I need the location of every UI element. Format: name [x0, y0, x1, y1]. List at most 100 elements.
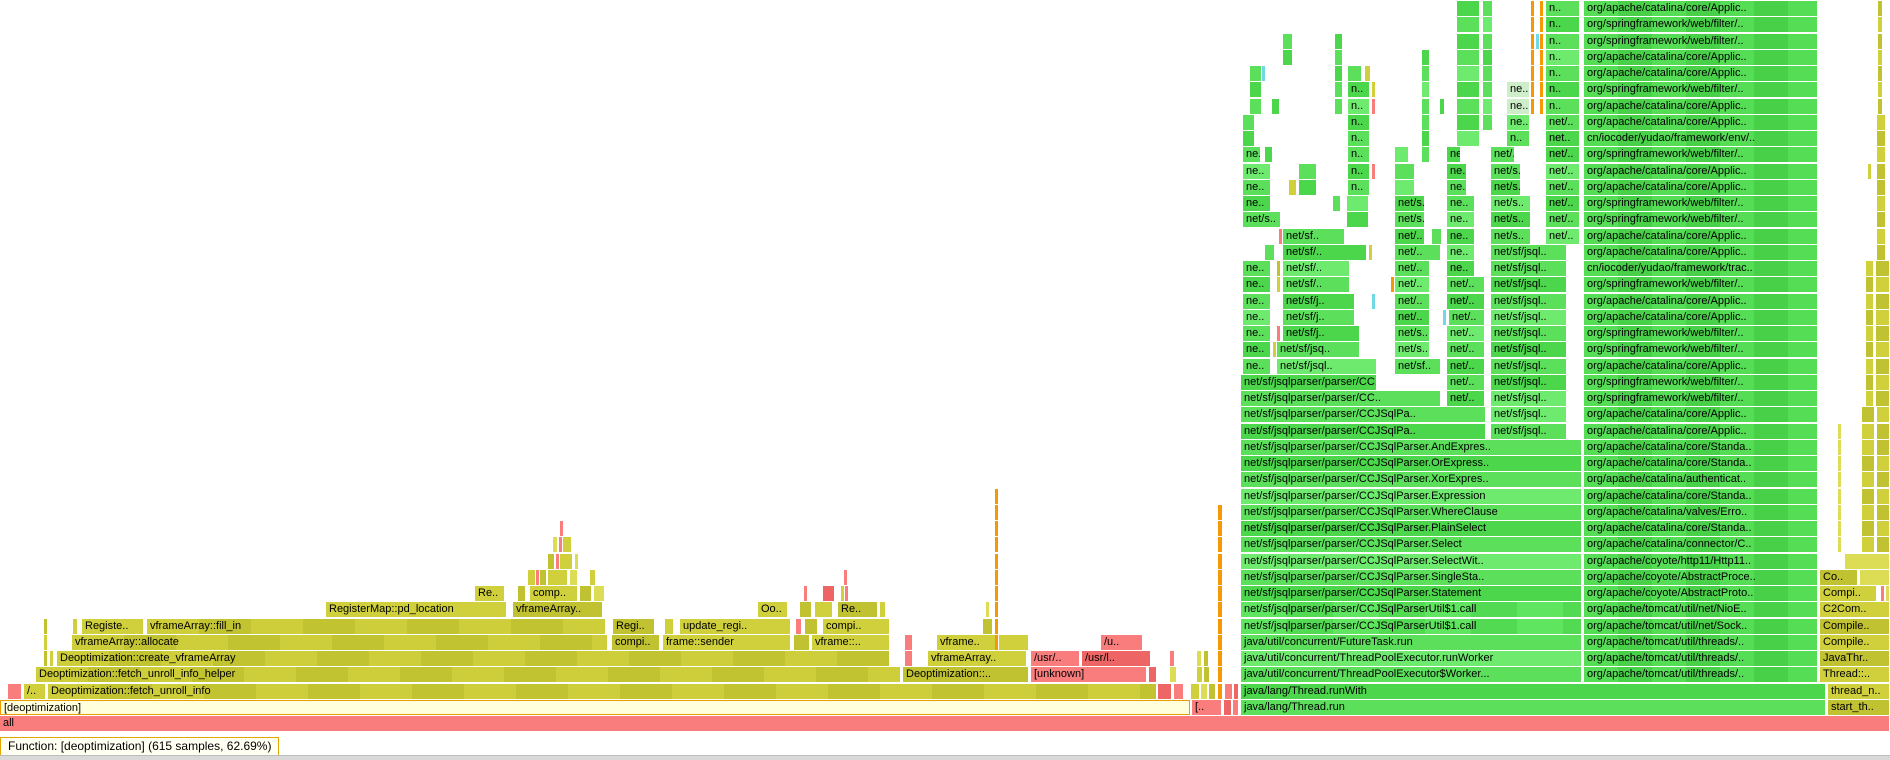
- frame-ne[interactable]: ne..: [1447, 212, 1475, 228]
- frame-n[interactable]: n..: [1546, 17, 1580, 33]
- frame-net[interactable]: net/..: [1546, 228, 1580, 244]
- frame-net[interactable]: net/..: [1447, 374, 1485, 390]
- frame-comp[interactable]: comp..: [530, 586, 578, 601]
- frame-bar[interactable]: [1877, 439, 1890, 455]
- frame-bar[interactable]: [559, 537, 563, 553]
- frame-bar[interactable]: [1265, 244, 1275, 260]
- frame-bar[interactable]: [1540, 66, 1544, 81]
- frame-bar[interactable]: [1877, 114, 1886, 130]
- frame-ne[interactable]: ne..: [1243, 277, 1271, 293]
- frame-bar[interactable]: [1158, 683, 1172, 699]
- frame-net-sf[interactable]: net/sf/..: [1283, 277, 1350, 293]
- frame-net[interactable]: net/..: [1491, 147, 1515, 163]
- frame-ne[interactable]: ne..: [1447, 244, 1475, 260]
- frame-java-lang-thread-runwith[interactable]: java/lang/Thread.runWith: [1241, 683, 1826, 699]
- frame-bar[interactable]: [560, 553, 573, 569]
- frame-net-sf-jsqlparser-parser-ccjsqlpa[interactable]: net/sf/jsqlparser/parser/CCJSqlPa..: [1241, 407, 1486, 423]
- frame-bar[interactable]: [1233, 699, 1239, 715]
- frame-bar[interactable]: [1876, 277, 1890, 293]
- frame-unknown[interactable]: [unknown]: [1031, 667, 1147, 683]
- frame-bar[interactable]: [1540, 98, 1544, 114]
- frame-ne[interactable]: ne..: [1243, 147, 1261, 163]
- frame-bar[interactable]: [548, 553, 555, 569]
- frame-org-apache-catalina-core-applic[interactable]: org/apache/catalina/core/Applic..: [1584, 423, 1818, 439]
- frame-bar[interactable]: [1866, 342, 1874, 358]
- frame-bar[interactable]: [1483, 66, 1493, 81]
- frame-n[interactable]: n..: [1348, 131, 1370, 146]
- frame-bar[interactable]: [1218, 553, 1223, 569]
- frame-bar[interactable]: [8, 683, 22, 699]
- frame-re[interactable]: Re..: [838, 602, 878, 618]
- frame-bar[interactable]: [1877, 521, 1890, 536]
- frame-bar[interactable]: [1422, 82, 1430, 98]
- frame-[interactable]: /..: [24, 683, 46, 699]
- frame-org-springframework-web-filter[interactable]: org/springframework/web/filter/..: [1584, 391, 1818, 406]
- frame-net-sf-jsql[interactable]: net/sf/jsql..: [1491, 326, 1567, 341]
- frame-net-sf[interactable]: net/sf/..: [1283, 244, 1367, 260]
- frame-vframearray-fill-in[interactable]: vframeArray::fill_in: [147, 618, 606, 634]
- frame-org-apache-tomcat-util-threads[interactable]: org/apache/tomcat/util/threads/..: [1584, 651, 1818, 666]
- frame-net-s[interactable]: net/s..: [1243, 212, 1281, 228]
- frame-vframearray-allocate[interactable]: vframeArray::allocate: [72, 634, 608, 650]
- frame-bar[interactable]: [1191, 683, 1200, 699]
- frame-bar[interactable]: [1531, 98, 1535, 114]
- frame-start-th[interactable]: start_th..: [1828, 699, 1890, 715]
- frame-bar[interactable]: [1860, 569, 1890, 585]
- frame-bar[interactable]: [1536, 33, 1540, 49]
- frame-org-apache-catalina-core-applic[interactable]: org/apache/catalina/core/Applic..: [1584, 244, 1818, 260]
- frame-bar[interactable]: [1483, 114, 1493, 130]
- frame-bar[interactable]: [804, 586, 808, 601]
- frame-bar[interactable]: [995, 586, 999, 601]
- frame-net-s[interactable]: net/s..: [1491, 228, 1531, 244]
- frame-net-sf-jsqlparser-parser-ccjsqlparserutil-1-call[interactable]: net/sf/jsqlparser/parser/CCJSqlParserUti…: [1241, 602, 1582, 618]
- frame-registe[interactable]: Registe..: [82, 618, 144, 634]
- frame-ne[interactable]: ne..: [1243, 293, 1271, 309]
- frame-org-apache-coyote-http11-http11[interactable]: org/apache/coyote/http11/Http11..: [1584, 553, 1818, 569]
- frame-bar[interactable]: [1876, 342, 1890, 358]
- frame-bar[interactable]: [1877, 472, 1890, 488]
- frame-deoptimization-fetch-unroll-info[interactable]: Deoptimization::fetch_unroll_info: [48, 683, 1157, 699]
- frame-bar[interactable]: [1273, 342, 1277, 358]
- frame-net-sf-jsql[interactable]: net/sf/jsql..: [1491, 423, 1567, 439]
- frame-net[interactable]: net/..: [1395, 261, 1430, 276]
- frame-bar[interactable]: [1250, 66, 1262, 81]
- frame-bar[interactable]: [815, 602, 833, 618]
- frame-c2com[interactable]: C2Com..: [1820, 602, 1890, 618]
- frame-bar[interactable]: [1862, 456, 1875, 471]
- frame-bar[interactable]: [1218, 602, 1223, 618]
- frame-bar[interactable]: [1838, 488, 1842, 504]
- frame-org-springframework-web-filter[interactable]: org/springframework/web/filter/..: [1584, 82, 1818, 98]
- frame-net[interactable]: net/..: [1546, 163, 1580, 179]
- frame-bar[interactable]: [665, 618, 674, 634]
- frame-net[interactable]: net..: [1546, 131, 1580, 146]
- frame-bar[interactable]: [880, 602, 886, 618]
- frame-org-apache-catalina-core-applic[interactable]: org/apache/catalina/core/Applic..: [1584, 179, 1818, 195]
- frame-bar[interactable]: [995, 618, 999, 634]
- frame-bar[interactable]: [1877, 212, 1886, 228]
- flamegraph-canvas[interactable]: all [deoptimization] [.. java/lang/Thread.r…: [0, 0, 1890, 736]
- frame-net-sf-jsqlparser-parser-cc[interactable]: net/sf/jsqlparser/parser/CC..: [1241, 391, 1441, 406]
- frame-bar[interactable]: [528, 569, 536, 585]
- frame-bar[interactable]: [1878, 66, 1883, 81]
- frame-n[interactable]: n..: [1348, 163, 1370, 179]
- frame-bar[interactable]: [1838, 521, 1842, 536]
- frame-bar[interactable]: [1204, 651, 1209, 666]
- frame-ne[interactable]: ne..: [1447, 179, 1467, 195]
- frame-bar[interactable]: [1277, 326, 1281, 341]
- frame-bar[interactable]: [1862, 472, 1875, 488]
- frame-net-s[interactable]: net/s..: [1395, 196, 1425, 211]
- frame-net-sf-jsql[interactable]: net/sf/jsql..: [1277, 358, 1377, 374]
- frame-bar[interactable]: [1877, 147, 1886, 163]
- frame-bar[interactable]: [1422, 49, 1430, 65]
- frame-net-sf-jsqlparser-parser-ccjsqlparser-expression[interactable]: net/sf/jsqlparser/parser/CCJSqlParser.Ex…: [1241, 488, 1582, 504]
- frame-bar[interactable]: [1877, 244, 1886, 260]
- frame-u[interactable]: /u..: [1101, 634, 1143, 650]
- frame-bar[interactable]: [995, 488, 999, 504]
- frame-ne[interactable]: ne..: [1243, 196, 1271, 211]
- frame-org-apache-catalina-core-applic[interactable]: org/apache/catalina/core/Applic..: [1584, 293, 1818, 309]
- frame-bar[interactable]: [1862, 504, 1875, 520]
- frame-ne[interactable]: ne..: [1243, 261, 1271, 276]
- frame-org-apache-catalina-connector-c[interactable]: org/apache/catalina/connector/C..: [1584, 537, 1818, 553]
- frame-vframe[interactable]: vframe::..: [812, 634, 890, 650]
- frame-bar[interactable]: [1877, 163, 1886, 179]
